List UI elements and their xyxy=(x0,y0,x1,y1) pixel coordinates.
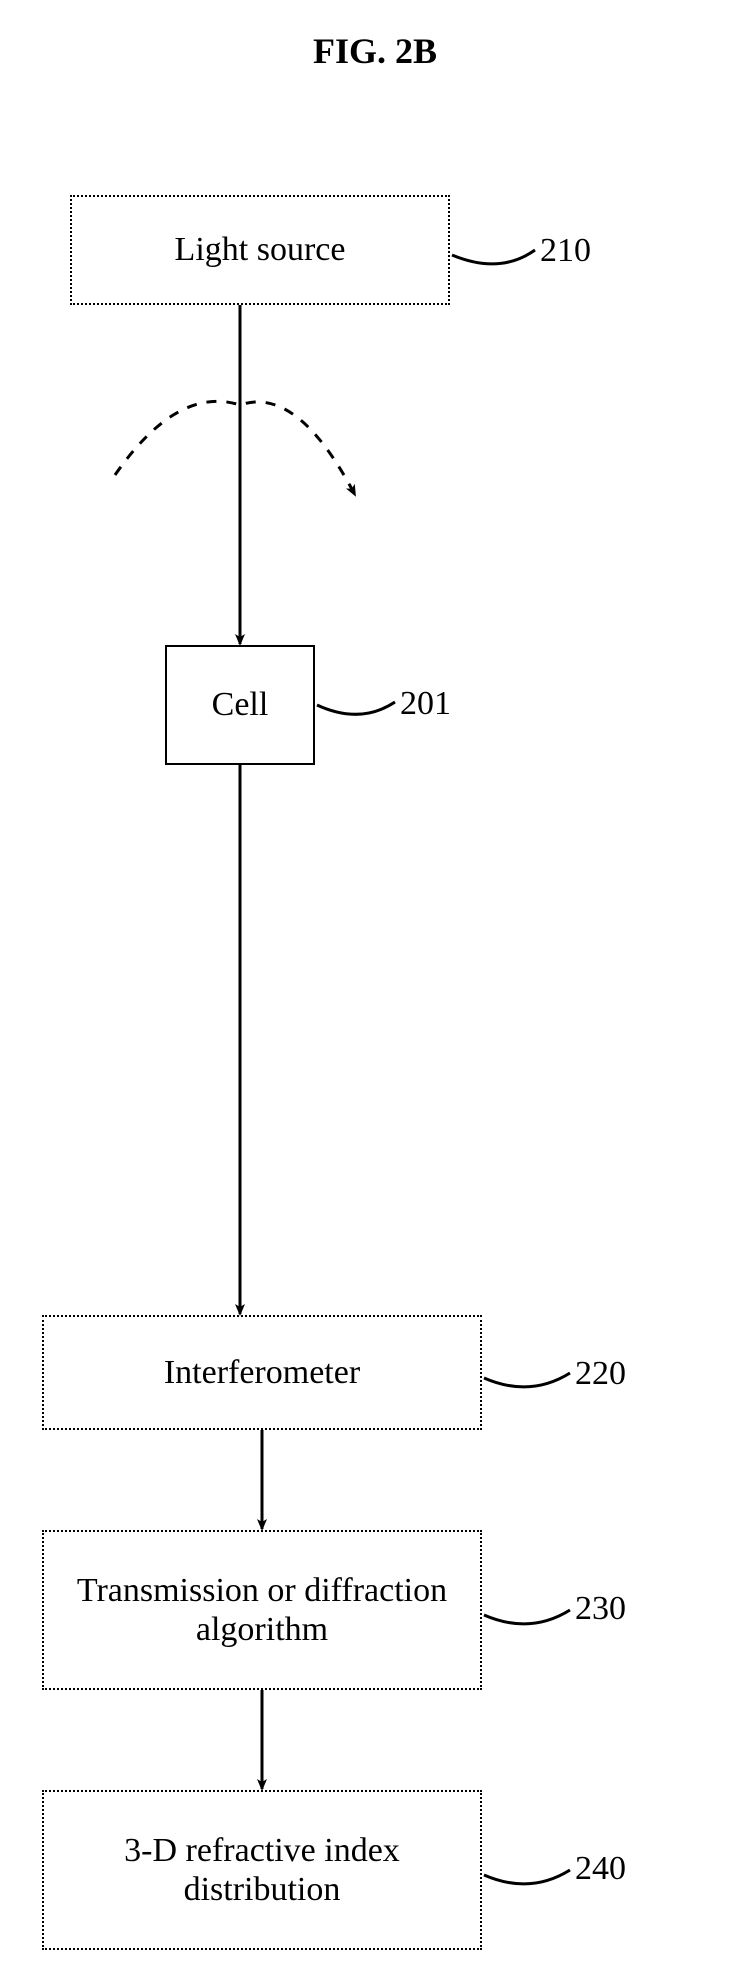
ref-240: 240 xyxy=(575,1850,626,1888)
leader-cell xyxy=(317,702,395,714)
algorithm-label: Transmission or diffraction algorithm xyxy=(44,1571,480,1649)
leader-distribution xyxy=(484,1870,570,1884)
ref-210: 210 xyxy=(540,232,591,270)
leader-algorithm xyxy=(484,1610,570,1624)
algorithm-box: Transmission or diffraction algorithm xyxy=(42,1530,482,1690)
leader-light_source xyxy=(452,250,535,264)
rotation-arc-group xyxy=(115,401,355,495)
leader-interferometer xyxy=(484,1373,570,1387)
ref-201: 201 xyxy=(400,685,451,723)
figure-title: FIG. 2B xyxy=(225,30,525,72)
distribution-box: 3-D refractive index distribution xyxy=(42,1790,482,1950)
cell-box: Cell xyxy=(165,645,315,765)
figure-canvas: { "figure": { "title": "FIG. 2B", "title… xyxy=(0,0,741,1961)
rotation-arc xyxy=(115,401,355,495)
distribution-label: 3-D refractive index distribution xyxy=(44,1831,480,1909)
ref-220: 220 xyxy=(575,1355,626,1393)
cell-label: Cell xyxy=(212,685,269,724)
interferometer-label: Interferometer xyxy=(164,1353,360,1392)
light-source-label: Light source xyxy=(175,230,346,269)
light-source-box: Light source xyxy=(70,195,450,305)
interferometer-box: Interferometer xyxy=(42,1315,482,1430)
ref-230: 230 xyxy=(575,1590,626,1628)
